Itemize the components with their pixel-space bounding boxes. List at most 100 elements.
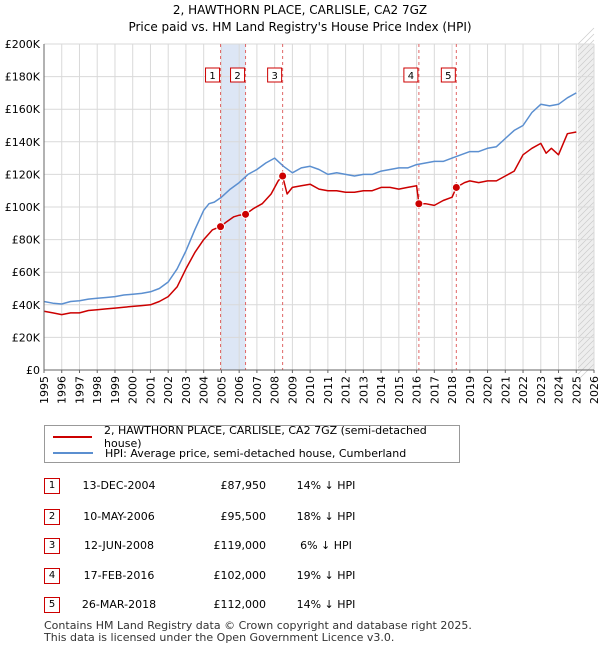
transaction-price: £102,000 (213, 569, 267, 582)
transaction-label-box (230, 67, 246, 83)
footer-copyright: Contains HM Land Registry data © Crown c… (44, 619, 472, 632)
future-hatch (577, 201, 595, 219)
future-hatch (577, 357, 595, 375)
x-tick-label: 2025 (570, 376, 583, 404)
future-hatch (577, 339, 595, 357)
x-tick-label: 2022 (517, 376, 530, 404)
y-tick-label: £20K (12, 331, 41, 344)
future-hatch (577, 123, 595, 141)
future-hatch (577, 117, 595, 135)
chart-title: 2, HAWTHORN PLACE, CARLISLE, CA2 7GZ (173, 3, 427, 17)
future-hatch (577, 135, 595, 153)
transaction-price: £112,000 (213, 598, 267, 611)
future-hatch (577, 267, 595, 285)
future-hatch (577, 219, 595, 237)
future-hatch (577, 129, 595, 147)
table-row: 2 10-MAY-2006 £95,500 18% ↓ HPI (44, 509, 444, 525)
x-tick-label: 2017 (428, 376, 441, 404)
x-tick-label: 2019 (464, 376, 477, 404)
price-chart: 2, HAWTHORN PLACE, CARLISLE, CA2 7GZ Pri… (5, 3, 600, 404)
x-tick-label: 2014 (375, 376, 388, 404)
future-hatch (577, 111, 595, 129)
x-tick-label: 2011 (322, 376, 335, 404)
sale-point (216, 222, 226, 232)
x-tick-label: 2015 (393, 376, 406, 404)
transaction-price: £95,500 (220, 510, 267, 523)
future-hatch (577, 27, 595, 45)
transaction-date: 10-MAY-2006 (83, 510, 155, 523)
transaction-date: 17-FEB-2016 (83, 569, 155, 582)
transaction-label: 2 (234, 71, 240, 82)
legend-item-hpi: HPI: Average price, semi-detached house,… (53, 445, 406, 461)
future-hatch (577, 345, 595, 363)
x-tick-label: 2007 (251, 376, 264, 404)
transaction-label-box (403, 67, 419, 83)
x-tick-label: 2016 (411, 376, 424, 404)
y-tick-label: £100K (5, 201, 41, 214)
future-hatch (577, 297, 595, 315)
future-hatch (577, 141, 595, 159)
x-tick-label: 2002 (162, 376, 175, 404)
future-hatch (577, 333, 595, 351)
future-hatch (577, 87, 595, 105)
x-tick-label: 1997 (73, 376, 86, 404)
transaction-hpi-diff: 6% ↓ HPI (300, 539, 352, 552)
transaction-date: 26-MAR-2018 (81, 598, 157, 611)
future-hatch (577, 285, 595, 303)
future-hatch (577, 243, 595, 261)
transaction-label: 3 (271, 71, 277, 82)
x-tick-label: 2013 (357, 376, 370, 404)
future-hatch (577, 93, 595, 111)
x-tick-label: 2020 (482, 376, 495, 404)
transaction-price: £119,000 (213, 539, 267, 552)
sale-point (414, 199, 424, 209)
chart-legend: 2, HAWTHORN PLACE, CARLISLE, CA2 7GZ (se… (44, 424, 460, 463)
transaction-date: 13-DEC-2004 (82, 479, 156, 492)
legend-swatch-hpi (53, 452, 93, 454)
transaction-number: 2 (44, 509, 60, 525)
x-tick-label: 2005 (215, 376, 228, 404)
x-tick-label: 2010 (304, 376, 317, 404)
footer: Contains HM Land Registry data © Crown c… (44, 620, 472, 644)
future-hatch (577, 33, 595, 51)
transaction-date: 12-JUN-2008 (83, 539, 155, 552)
y-tick-label: £0 (26, 364, 40, 377)
future-hatch (577, 105, 595, 123)
future-hatch (577, 153, 595, 171)
future-hatch (577, 237, 595, 255)
future-hatch (577, 75, 595, 93)
future-hatch (577, 363, 595, 381)
transaction-label: 4 (408, 71, 414, 82)
transaction-label: 5 (445, 71, 451, 82)
x-tick-label: 2023 (535, 376, 548, 404)
future-hatch (577, 183, 595, 201)
transaction-label-box (267, 67, 283, 83)
transaction-hpi-diff: 14% ↓ HPI (296, 479, 356, 492)
y-tick-label: £140K (5, 136, 41, 149)
x-tick-label: 1996 (56, 376, 69, 404)
future-hatch (577, 39, 595, 57)
y-tick-label: £120K (5, 168, 41, 181)
future-hatch (577, 321, 595, 339)
x-tick-label: 2008 (269, 376, 282, 404)
series-line-property (43, 131, 577, 316)
future-hatch (577, 99, 595, 117)
x-tick-label: 1998 (91, 376, 104, 404)
sale-point (278, 171, 288, 181)
x-tick-label: 2021 (499, 376, 512, 404)
y-tick-label: £80K (12, 234, 41, 247)
x-tick-label: 2003 (180, 376, 193, 404)
future-hatch (577, 213, 595, 231)
legend-item-property: 2, HAWTHORN PLACE, CARLISLE, CA2 7GZ (se… (53, 424, 459, 450)
transaction-hpi-diff: 18% ↓ HPI (296, 510, 356, 523)
transaction-number: 5 (44, 597, 60, 613)
future-hatch (577, 249, 595, 267)
legend-label-property: 2, HAWTHORN PLACE, CARLISLE, CA2 7GZ (se… (104, 424, 427, 450)
future-hatch (577, 81, 595, 99)
table-row: 1 13-DEC-2004 £87,950 14% ↓ HPI (44, 478, 444, 494)
future-hatch (577, 315, 595, 333)
y-tick-label: £60K (12, 266, 41, 279)
table-row: 3 12-JUN-2008 £119,000 6% ↓ HPI (44, 538, 444, 554)
transaction-number: 3 (44, 538, 60, 554)
table-row: 4 17-FEB-2016 £102,000 19% ↓ HPI (44, 568, 444, 584)
